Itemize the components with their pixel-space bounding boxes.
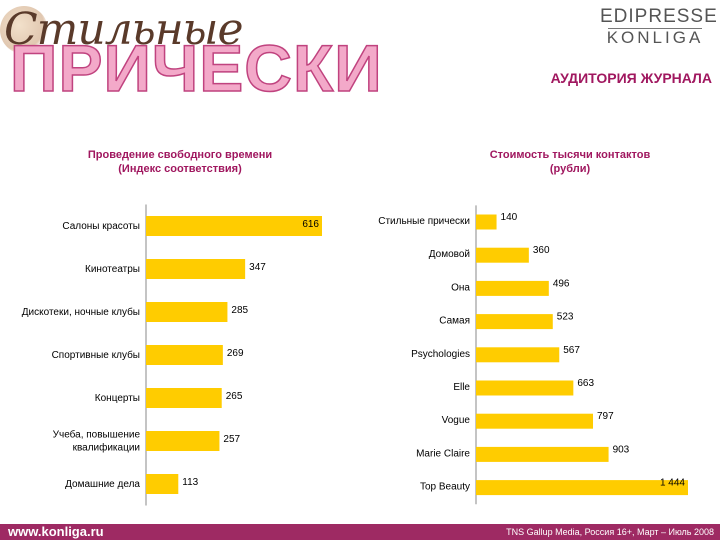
leisure-category-label: Спортивные клубы xyxy=(52,349,140,361)
chart-title-line: Проведение свободного времени xyxy=(87,149,273,161)
logo-swirl-graphic xyxy=(0,6,48,54)
publisher-subname: KONLIGA xyxy=(606,28,704,47)
cpt-category-label: Psychologies xyxy=(411,349,470,360)
cpt-category-label: Домовой xyxy=(429,249,470,260)
chart-title-line: Стоимость тысячи контактов xyxy=(489,149,651,161)
leisure-value-label: 113 xyxy=(182,477,198,488)
leisure-category-label: Салоны красоты xyxy=(62,221,140,232)
cpt-value-label: 140 xyxy=(501,212,518,223)
cpt-category-label: Самая xyxy=(439,316,470,327)
leisure-category-label: квалификации xyxy=(73,442,140,454)
cpt-bar xyxy=(476,446,609,462)
cpt-bar xyxy=(476,380,574,396)
publisher-name: EDIPRESSE xyxy=(600,6,718,27)
leisure-value-label: 285 xyxy=(231,305,248,316)
leisure-category-label: Учеба, повышение xyxy=(53,429,141,441)
leisure-value-label: 257 xyxy=(223,434,240,445)
cpt-chart-title: Стоимость тысячи контактов (рубли) xyxy=(460,148,680,176)
leisure-bar xyxy=(146,345,223,365)
cpt-category-label: Vogue xyxy=(442,415,471,426)
cpt-value-label: 567 xyxy=(563,345,580,356)
cpt-category-label: Marie Claire xyxy=(416,448,470,459)
cpt-category-label: Elle xyxy=(453,382,470,393)
publisher-logo-rule xyxy=(608,28,702,29)
cpt-bar xyxy=(476,314,553,330)
cpt-category-label: Она xyxy=(451,282,470,293)
chart-title-line: (рубли) xyxy=(549,163,591,175)
leisure-category-label: Дискотеки, ночные клубы xyxy=(22,306,140,318)
leisure-value-label: 265 xyxy=(226,391,243,402)
section-title: АУДИТОРИЯ ЖУРНАЛА xyxy=(550,70,712,86)
cpt-bar xyxy=(476,413,594,429)
cpt-bar xyxy=(476,214,497,230)
chart-title-line: (Индекс соответствия) xyxy=(118,163,242,175)
cpt-bar xyxy=(476,280,549,296)
cpt-value-label: 663 xyxy=(577,378,594,389)
leisure-bar xyxy=(146,259,246,279)
magazine-logo: Стильные ПРИЧЕСКИ xyxy=(0,0,400,106)
cpt-bar xyxy=(476,480,688,496)
footer-url[interactable]: www.konliga.ru xyxy=(8,524,104,539)
leisure-value-label: 347 xyxy=(249,262,266,273)
cpt-value-label: 797 xyxy=(597,411,614,422)
footer-bar: www.konliga.ru TNS Gallup Media, Россия … xyxy=(0,524,720,540)
leisure-category-label: Кинотеатры xyxy=(85,264,140,275)
cpt-bar xyxy=(476,347,560,363)
leisure-category-label: Концерты xyxy=(95,393,140,404)
leisure-chart-title: Проведение свободного времени (Индекс соо… xyxy=(70,148,290,176)
leisure-value-label: 616 xyxy=(302,219,319,230)
cpt-bar xyxy=(476,247,529,263)
cpt-value-label: 496 xyxy=(553,278,570,289)
leisure-bar xyxy=(146,388,222,408)
leisure-bar xyxy=(146,474,179,494)
leisure-bar xyxy=(146,302,228,322)
cpt-category-label: Top Beauty xyxy=(420,482,470,493)
footer-source: TNS Gallup Media, Россия 16+, Март – Июл… xyxy=(506,527,714,537)
cpt-category-label: Стильные прически xyxy=(378,216,470,227)
logo-title-text: ПРИЧЕСКИ xyxy=(9,30,383,106)
cpt-value-label: 523 xyxy=(557,312,574,323)
publisher-logo: EDIPRESSE KONLIGA xyxy=(600,6,718,48)
leisure-bar xyxy=(146,216,322,236)
cpt-value-label: 360 xyxy=(533,245,550,256)
leisure-bar xyxy=(146,431,220,451)
cpt-value-label: 1 444 xyxy=(660,478,685,489)
leisure-category-label: Домашние дела xyxy=(65,479,140,490)
logo-script-text: Стильные xyxy=(4,4,244,55)
leisure-value-label: 269 xyxy=(227,348,244,359)
cpt-value-label: 903 xyxy=(613,444,630,455)
